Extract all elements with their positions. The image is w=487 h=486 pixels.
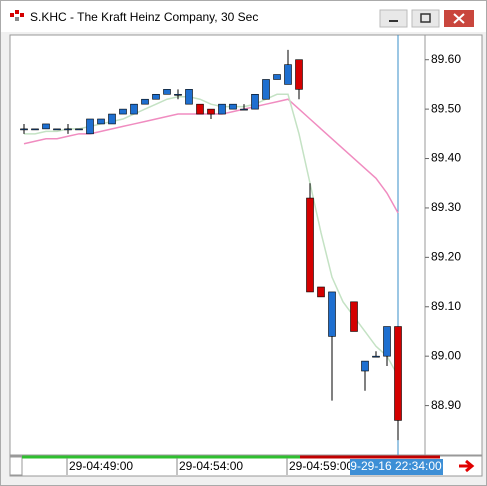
cursor-label: 9-29-16 22:34:00 — [350, 459, 442, 473]
candle-body — [361, 360, 369, 372]
candle-body — [328, 291, 336, 337]
candle-body — [372, 355, 380, 358]
candle-body — [196, 103, 204, 115]
candle-body — [152, 93, 160, 100]
candle-body — [174, 93, 182, 96]
y-tick-label: 89.50 — [431, 101, 461, 115]
candle-body — [130, 103, 138, 115]
candle-body — [383, 326, 391, 357]
y-tick-label: 89.60 — [431, 52, 461, 66]
candle-body — [185, 89, 193, 105]
y-tick-label: 89.10 — [431, 299, 461, 313]
candle-body — [207, 108, 215, 115]
y-tick-label: 89.00 — [431, 348, 461, 362]
y-tick-label: 89.30 — [431, 200, 461, 214]
candle-body — [306, 197, 314, 293]
candle-body — [317, 286, 325, 298]
minimize-button[interactable] — [379, 9, 408, 28]
candle-body — [108, 113, 116, 125]
cursor-label-bg — [350, 459, 443, 475]
candle-body — [31, 128, 39, 131]
candle-body — [75, 128, 83, 131]
candle-body — [20, 128, 28, 131]
x-tick-label: 29-04:59:00 — [289, 459, 353, 473]
candle-body — [141, 98, 149, 105]
candle-body — [42, 123, 50, 130]
x-tick-label: 29-04:54:00 — [179, 459, 243, 473]
close-button[interactable] — [444, 10, 474, 27]
candle-body — [273, 74, 281, 80]
window-title: S.KHC - The Kraft Heinz Company, 30 Sec — [30, 10, 258, 24]
candle-body — [284, 64, 292, 85]
y-tick-label: 89.40 — [431, 151, 461, 165]
candle-body — [64, 128, 72, 131]
scroll-box[interactable] — [9, 456, 23, 476]
candle-body — [295, 59, 303, 90]
candle-body — [163, 89, 171, 95]
maximize-button[interactable] — [411, 9, 440, 28]
candle-body — [262, 79, 270, 100]
y-axis-area — [424, 34, 483, 456]
scroll-arrow[interactable] — [459, 459, 475, 473]
app-icon — [10, 10, 24, 21]
candle-body — [251, 93, 259, 110]
candle-body — [394, 326, 402, 421]
candle-body — [229, 103, 237, 110]
candle-body — [53, 128, 61, 131]
candle-body — [119, 108, 127, 115]
candle-body — [97, 118, 105, 125]
plot-area — [9, 34, 426, 456]
y-tick-label: 89.20 — [431, 250, 461, 264]
candle-body — [218, 103, 226, 115]
candle-body — [86, 118, 94, 135]
y-tick-label: 88.90 — [431, 398, 461, 412]
candle-body — [350, 301, 358, 332]
x-tick-label: 29-04:49:00 — [69, 459, 133, 473]
candle-body — [240, 108, 248, 111]
